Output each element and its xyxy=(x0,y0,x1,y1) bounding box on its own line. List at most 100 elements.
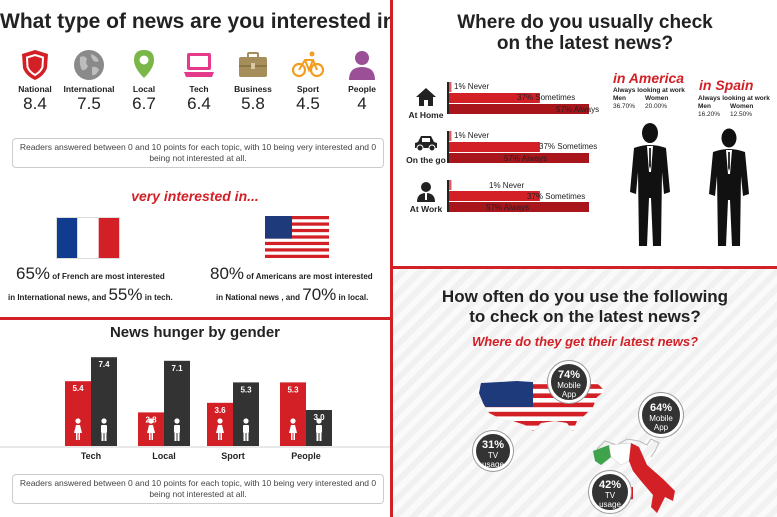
home-sometimes-label: 37% Sometimes xyxy=(517,93,576,102)
gender-category-label: Sport xyxy=(221,451,245,461)
laptop-icon xyxy=(184,53,214,77)
topic-people: People 4 xyxy=(334,48,390,114)
shield-icon xyxy=(22,50,48,80)
work-never-label: 1% Never xyxy=(489,181,525,190)
topic-label: Tech xyxy=(189,84,209,94)
topic-value: 7.5 xyxy=(77,94,101,113)
woman-icon xyxy=(216,418,224,440)
italy-mobile-label1: Mobile xyxy=(649,414,673,423)
america-women-label: Women xyxy=(645,95,669,102)
gender-bar-value: 5.3 xyxy=(287,385,299,394)
check-bar-axis xyxy=(447,131,449,163)
topic-label: International xyxy=(63,84,115,94)
gender-bar-value: 7.1 xyxy=(171,364,183,373)
usa-tv-pct: 31% xyxy=(481,439,505,451)
briefcase-icon xyxy=(239,52,267,77)
france-pct2: 55% xyxy=(108,285,143,304)
right-divider xyxy=(393,266,777,269)
go-sometimes-label: 37% Sometimes xyxy=(539,142,598,151)
man-icon xyxy=(174,418,180,441)
topic-value: 4 xyxy=(357,94,367,113)
gender-category-label: Local xyxy=(152,451,176,461)
america-women-value: 20.00% xyxy=(645,103,668,110)
topic-international: International 7.5 xyxy=(61,48,117,114)
topic-tech: Tech 6.4 xyxy=(171,48,227,114)
spain-women-label: Women xyxy=(730,103,754,110)
usa-mobile-label2: App xyxy=(561,390,577,399)
italy-mobile-bubble: 64% Mobile App xyxy=(639,393,683,437)
topics-title: What type of news are you interested in? xyxy=(0,10,390,33)
france-text1: of French are most interested xyxy=(52,272,165,281)
left-divider xyxy=(0,317,390,320)
usa-mobile-label1: Mobile xyxy=(557,381,581,390)
often-title: How often do you use the following to ch… xyxy=(393,287,777,327)
gender-category-label: People xyxy=(291,451,321,461)
topic-business: Business 5.8 xyxy=(225,48,281,114)
gender-bar-sport-0 xyxy=(207,402,233,446)
usa-pct2: 70% xyxy=(302,285,337,304)
usa-mobile-bubble: 74% Mobile App xyxy=(548,361,590,403)
topic-value: 6.4 xyxy=(187,94,211,113)
usa-text3: in local. xyxy=(338,293,369,302)
america-men-value: 36.70% xyxy=(613,103,636,110)
france-text3: in tech. xyxy=(144,293,173,302)
often-title-line1: How often do you use the following xyxy=(441,287,729,306)
topic-national: National 8.4 xyxy=(7,48,63,114)
america-men-label: Men xyxy=(613,95,626,102)
usa-mobile-pct: 74% xyxy=(557,369,581,381)
check-bar-at-home-never xyxy=(449,82,452,92)
home-never-label: 1% Never xyxy=(454,82,490,91)
check-bar-at-work-sometimes xyxy=(449,191,540,201)
woman-icon xyxy=(289,418,297,440)
check-bar-at-work-always xyxy=(449,202,589,212)
home-always-label: 57% Always xyxy=(556,105,600,114)
go-always-label: 57% Always xyxy=(504,154,548,163)
usa-stat-line1: 80% of Americans are most interested xyxy=(210,264,373,284)
france-pct: 65% xyxy=(16,264,51,283)
topic-label: People xyxy=(348,84,376,94)
italy-tv-pct: 42% xyxy=(598,479,622,491)
gender-category-label: Tech xyxy=(81,451,101,461)
house-icon xyxy=(416,88,436,106)
america-sub: Always looking at work xyxy=(613,87,685,94)
person-icon xyxy=(349,51,375,80)
america-title: in America xyxy=(613,70,685,86)
businessman-spain-icon xyxy=(709,128,749,246)
italy-tv-label1: TV xyxy=(604,491,616,500)
spain-women-value: 12.50% xyxy=(730,111,753,118)
france-stat-line1: 65% of French are most interested xyxy=(16,264,165,284)
usa-tv-bubble: 31% TV usage xyxy=(473,431,513,471)
topic-label: Business xyxy=(234,84,272,94)
topic-sport: Sport 4.5 xyxy=(280,48,336,114)
bicycle-icon xyxy=(291,51,325,78)
usa-pct: 80% xyxy=(210,264,245,283)
work-sometimes-label: 37% Sometimes xyxy=(527,192,586,201)
work-always-label: 57% Always xyxy=(486,203,530,212)
gender-baseline xyxy=(0,446,390,448)
check-title-line2: on the latest news? xyxy=(496,33,674,54)
france-flag-icon xyxy=(56,217,120,259)
check-bar-axis xyxy=(447,82,449,114)
location-label-work: At Work xyxy=(409,204,443,214)
gender-bar-tech-0 xyxy=(65,381,91,446)
worker-icon xyxy=(417,182,435,202)
often-subtitle: Where do they get their latest news? xyxy=(471,334,699,349)
check-bar-on-the-go-never xyxy=(449,131,452,141)
spain-men-value: 16.20% xyxy=(698,111,721,118)
gender-bar-value: 5.3 xyxy=(240,385,252,394)
businessman-america-icon xyxy=(630,123,670,246)
how-often-panel: How often do you use the following to ch… xyxy=(393,269,777,517)
spain-title: in Spain xyxy=(699,77,754,93)
globe-icon xyxy=(74,50,104,80)
very-interested-heading: very interested in... xyxy=(131,188,259,204)
topic-label: National xyxy=(18,84,52,94)
woman-icon xyxy=(74,418,82,440)
spain-men-label: Men xyxy=(698,103,711,110)
topic-label: Local xyxy=(132,84,156,94)
gender-bar-value: 3.0 xyxy=(313,413,325,422)
gender-bar-local-1 xyxy=(164,360,190,446)
italy-mobile-pct: 64% xyxy=(649,402,673,414)
usa-text1: of Americans are most interested xyxy=(246,272,373,281)
italy-tv-bubble: 42% TV usage xyxy=(589,471,631,513)
location-label-go: On the go xyxy=(406,155,446,165)
